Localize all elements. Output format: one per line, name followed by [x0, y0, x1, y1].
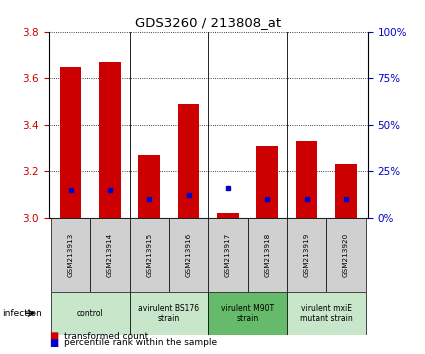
Text: GSM213914: GSM213914 [107, 233, 113, 277]
Bar [51, 218, 90, 292]
Bar [60, 67, 81, 218]
Bar [335, 164, 357, 218]
Bar [99, 62, 121, 218]
Bar [90, 218, 130, 292]
Bar [130, 292, 208, 335]
Text: virulent mxiE
mutant strain: virulent mxiE mutant strain [300, 304, 353, 323]
Bar [169, 218, 208, 292]
Text: GSM213919: GSM213919 [303, 233, 310, 277]
Text: GSM213915: GSM213915 [146, 233, 152, 277]
Text: GSM213918: GSM213918 [264, 233, 270, 277]
Text: control: control [77, 309, 104, 318]
Bar [248, 218, 287, 292]
Text: GSM213913: GSM213913 [68, 233, 74, 277]
Bar [208, 218, 248, 292]
Title: GDS3260 / 213808_at: GDS3260 / 213808_at [135, 16, 281, 29]
Text: GSM213916: GSM213916 [186, 233, 192, 277]
Text: GSM213920: GSM213920 [343, 233, 349, 277]
Text: infection: infection [2, 309, 42, 318]
Bar [139, 155, 160, 218]
Text: ■: ■ [49, 338, 58, 348]
Bar [326, 218, 366, 292]
Bar [208, 292, 287, 335]
Text: virulent M90T
strain: virulent M90T strain [221, 304, 274, 323]
Text: GSM213917: GSM213917 [225, 233, 231, 277]
Text: ■: ■ [49, 331, 58, 341]
Bar [130, 218, 169, 292]
Bar [296, 141, 317, 218]
Bar [256, 146, 278, 218]
Bar [51, 292, 130, 335]
Bar [178, 104, 199, 218]
Bar [287, 218, 326, 292]
Text: percentile rank within the sample: percentile rank within the sample [64, 338, 217, 347]
Text: transformed count: transformed count [64, 332, 148, 341]
Text: avirulent BS176
strain: avirulent BS176 strain [138, 304, 199, 323]
Bar [287, 292, 366, 335]
Bar [217, 213, 239, 218]
